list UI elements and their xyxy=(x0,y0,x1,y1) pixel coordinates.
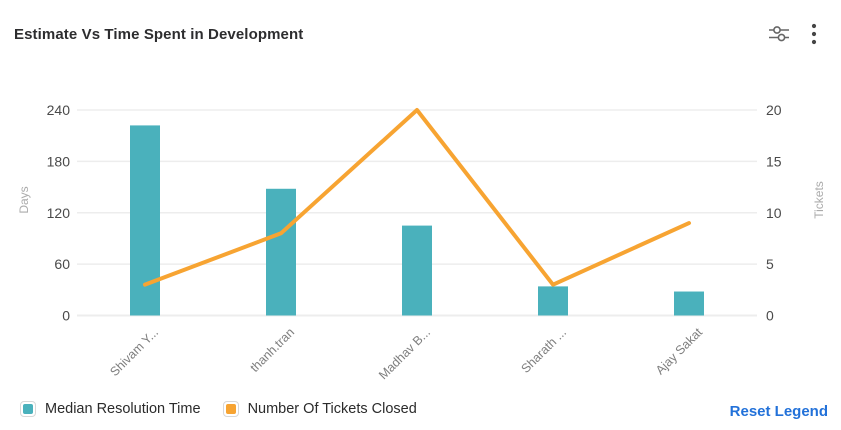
legend-item-label: Median Resolution Time xyxy=(45,401,201,417)
right-axis-title: Tickets xyxy=(812,181,826,219)
legend-item-number-of-tickets-closed[interactable]: Number Of Tickets Closed xyxy=(222,401,417,417)
left-axis-tick-label: 240 xyxy=(47,102,71,118)
more-options-button[interactable] xyxy=(805,20,823,48)
chart-legend: Median Resolution Time Number Of Tickets… xyxy=(20,401,417,417)
bar-median-resolution-time[interactable] xyxy=(130,125,160,316)
legend-item-median-resolution-time[interactable]: Median Resolution Time xyxy=(20,401,201,417)
sliders-icon xyxy=(769,26,789,42)
x-axis-label: Shivam Y... xyxy=(107,325,161,379)
kebab-menu-icon xyxy=(811,23,817,45)
page-title: Estimate Vs Time Spent in Development xyxy=(14,26,304,43)
left-axis-tick-label: 60 xyxy=(54,256,70,272)
right-axis-tick-label: 20 xyxy=(766,102,782,118)
x-axis-label: Sharath ... xyxy=(518,325,569,376)
header-actions xyxy=(765,20,823,48)
combo-chart: 0 0 60 5 120 10 180 15 240 20 Days Tickets Shivam Y.… xyxy=(0,50,841,390)
left-axis-tick-label: 120 xyxy=(47,205,71,221)
right-axis-tick-label: 5 xyxy=(766,256,774,272)
chart-settings-button[interactable] xyxy=(765,22,793,46)
legend-swatch xyxy=(222,401,239,417)
line-number-of-tickets-closed[interactable] xyxy=(143,108,691,287)
reset-legend-link[interactable]: Reset Legend xyxy=(729,403,828,420)
x-axis-label: Madhav B... xyxy=(376,325,433,382)
bar-median-resolution-time[interactable] xyxy=(538,286,568,316)
left-axis-title: Days xyxy=(17,186,31,213)
left-axis-tick-label: 0 xyxy=(62,308,70,324)
bar-median-resolution-time[interactable] xyxy=(674,291,704,316)
legend-swatch xyxy=(20,401,36,417)
bar-median-resolution-time[interactable] xyxy=(402,225,432,316)
left-axis-tick-label: 180 xyxy=(47,153,71,169)
bar-median-resolution-time[interactable] xyxy=(266,188,296,316)
right-axis-tick-label: 15 xyxy=(766,153,782,169)
legend-item-label: Number Of Tickets Closed xyxy=(247,401,417,417)
x-axis-label: thanh.tran xyxy=(247,325,297,375)
right-axis-tick-label: 10 xyxy=(766,205,782,221)
x-axis-label: Ajay Sakat xyxy=(653,325,706,378)
right-axis-tick-label: 0 xyxy=(766,308,774,324)
